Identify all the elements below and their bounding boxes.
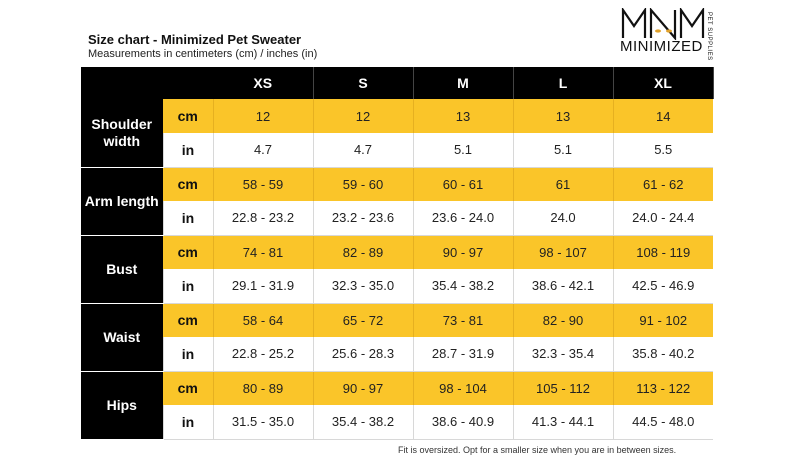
brand-logo: MINIMIZED PET SUPPLIES	[620, 8, 720, 64]
page-subtitle: Measurements in centimeters (cm) / inche…	[88, 48, 318, 60]
table-cell: 108 - 119	[612, 235, 713, 269]
table-row: Bust cm 74 - 81 82 - 89 90 - 97 98 - 107 108 -…	[81, 235, 713, 304]
table-cell: 82 - 89	[312, 235, 413, 269]
table-row: in 29.1 - 31.9 32.3 - 35.0 35.4 - 38.2 38.6 …	[81, 269, 713, 304]
table-cell: 113 - 122	[612, 371, 713, 405]
table-cell: 82 - 90	[512, 303, 613, 337]
page-title: Size chart - Minimized Pet Sweater	[88, 32, 302, 47]
table-cell: 90 - 97	[412, 235, 513, 269]
unit-label-cm: cm	[163, 235, 213, 269]
table-cell: 29.1 - 31.9	[212, 269, 313, 304]
unit-label-cm: cm	[163, 167, 213, 201]
unit-label-in: in	[162, 201, 213, 236]
table-cell: 4.7	[212, 133, 313, 168]
table-cell: 98 - 104	[412, 371, 513, 405]
table-cell: 58 - 64	[212, 303, 313, 337]
table-cell: 61	[512, 167, 613, 201]
size-header-s: S	[313, 67, 414, 99]
header-blank-cell	[81, 67, 163, 99]
table-cell: 12	[212, 99, 313, 133]
table-cell: 4.7	[312, 133, 413, 168]
mnm-monogram-icon	[621, 8, 705, 40]
table-cell: 22.8 - 23.2	[212, 201, 313, 236]
header-blank-cell	[163, 67, 213, 99]
table-row: in 22.8 - 23.2 23.2 - 23.6 23.6 - 24.0 24.0 2…	[81, 201, 713, 236]
table-cell: 24.0	[512, 201, 613, 236]
measurement-label-arm-length: Arm length	[81, 167, 163, 236]
table-cell: 65 - 72	[312, 303, 413, 337]
table-cell: 32.3 - 35.0	[312, 269, 413, 304]
unit-label-in: in	[162, 405, 213, 440]
table-cell: 38.6 - 42.1	[512, 269, 613, 304]
table-row: Arm length cm 58 - 59 59 - 60 60 - 61 61 61 - …	[81, 167, 713, 236]
table-row: Waist cm 58 - 64 65 - 72 73 - 81 82 - 90 91 - …	[81, 303, 713, 372]
measurement-label-bust: Bust	[81, 235, 163, 304]
unit-label-cm: cm	[163, 99, 213, 133]
table-cell: 35.4 - 38.2	[312, 405, 413, 440]
table-cell: 25.6 - 28.3	[312, 337, 413, 372]
footnote: Fit is oversized. Opt for a smaller size…	[398, 445, 677, 455]
table-cell: 35.4 - 38.2	[412, 269, 513, 304]
table-cell: 60 - 61	[412, 167, 513, 201]
unit-label-cm: cm	[163, 303, 213, 337]
table-cell: 28.7 - 31.9	[412, 337, 513, 372]
size-header-row: XS S M L XL	[81, 67, 714, 99]
measurement-label-shoulder-width: Shoulder width	[81, 99, 163, 168]
table-cell: 23.2 - 23.6	[312, 201, 413, 236]
table-row: in 22.8 - 25.2 25.6 - 28.3 28.7 - 31.9 32.3 …	[81, 337, 713, 372]
table-cell: 74 - 81	[212, 235, 313, 269]
table-cell: 5.1	[512, 133, 613, 168]
size-header-l: L	[513, 67, 614, 99]
table-cell: 5.5	[612, 133, 713, 168]
size-chart-table: XS S M L XL Shoulder width cm 12 12 13 13 14 in…	[81, 67, 714, 440]
unit-label-cm: cm	[163, 371, 213, 405]
table-cell: 13	[512, 99, 613, 133]
logo-tagline: PET SUPPLIES	[706, 12, 712, 61]
logo-wordmark: MINIMIZED	[620, 38, 703, 55]
table-cell: 73 - 81	[412, 303, 513, 337]
table-row: in 4.7 4.7 5.1 5.1 5.5	[81, 133, 713, 168]
table-cell: 98 - 107	[512, 235, 613, 269]
table-cell: 61 - 62	[612, 167, 713, 201]
table-cell: 58 - 59	[212, 167, 313, 201]
size-header-m: M	[413, 67, 514, 99]
table-row: in 31.5 - 35.0 35.4 - 38.2 38.6 - 40.9 41.3 …	[81, 405, 713, 440]
table-cell: 91 - 102	[612, 303, 713, 337]
table-cell: 35.8 - 40.2	[612, 337, 713, 372]
table-cell: 59 - 60	[312, 167, 413, 201]
size-header-xs: XS	[213, 67, 314, 99]
table-cell: 38.6 - 40.9	[412, 405, 513, 440]
table-row: Shoulder width cm 12 12 13 13 14	[81, 99, 713, 168]
table-cell: 41.3 - 44.1	[512, 405, 613, 440]
table-cell: 14	[612, 99, 713, 133]
table-cell: 5.1	[412, 133, 513, 168]
table-cell: 105 - 112	[512, 371, 613, 405]
table-cell: 23.6 - 24.0	[412, 201, 513, 236]
table-cell: 12	[312, 99, 413, 133]
table-cell: 42.5 - 46.9	[612, 269, 713, 304]
table-cell: 32.3 - 35.4	[512, 337, 613, 372]
table-cell: 80 - 89	[212, 371, 313, 405]
measurement-label-waist: Waist	[81, 303, 163, 372]
table-cell: 24.0 - 24.4	[612, 201, 713, 236]
unit-label-in: in	[162, 133, 213, 168]
unit-label-in: in	[162, 337, 213, 372]
table-cell: 22.8 - 25.2	[212, 337, 313, 372]
unit-label-in: in	[162, 269, 213, 304]
size-header-xl: XL	[613, 67, 714, 99]
measurement-label-hips: Hips	[81, 371, 163, 440]
table-row: Hips cm 80 - 89 90 - 97 98 - 104 105 - 112 113…	[81, 371, 713, 440]
table-cell: 13	[412, 99, 513, 133]
table-cell: 44.5 - 48.0	[612, 405, 713, 440]
table-cell: 90 - 97	[312, 371, 413, 405]
table-cell: 31.5 - 35.0	[212, 405, 313, 440]
